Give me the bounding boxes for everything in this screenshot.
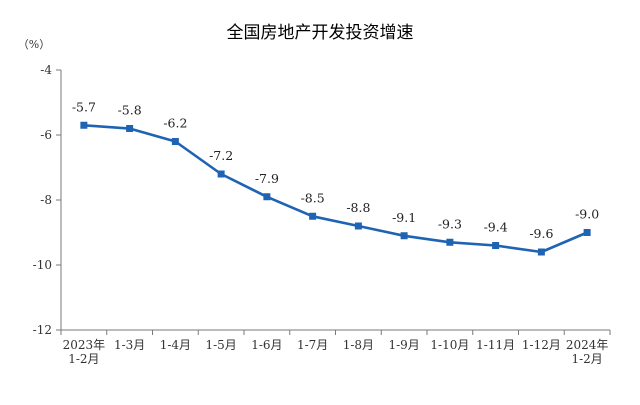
data-label: -5.8 — [118, 103, 142, 118]
y-tick-label: -10 — [33, 258, 52, 272]
data-label: -8.5 — [301, 190, 325, 205]
x-tick-label: 1-11月 — [476, 338, 515, 352]
data-label: -9.4 — [484, 220, 508, 235]
x-tick-label-line: 1-10月 — [430, 338, 469, 352]
series-line-group — [82, 124, 589, 254]
y-axis-unit: （%） — [18, 38, 50, 51]
y-tick-label: -12 — [33, 323, 52, 337]
data-label: -7.2 — [209, 148, 233, 163]
x-tick-label: 1-4月 — [160, 338, 191, 352]
data-label: -9.3 — [438, 216, 462, 231]
x-tick-label-line: 1-5月 — [205, 338, 236, 352]
x-tick-label: 1-9月 — [388, 338, 419, 352]
data-point — [583, 229, 591, 236]
x-tick-label-line: 1-3月 — [114, 338, 145, 352]
x-tick-label: 1-10月 — [430, 338, 469, 352]
data-label: -8.8 — [346, 200, 370, 215]
data-point — [126, 125, 134, 132]
data-label: -9.1 — [392, 210, 416, 225]
y-tick-label: -8 — [40, 193, 52, 207]
data-point — [309, 212, 317, 220]
data-point — [400, 232, 408, 240]
y-tick-label: -4 — [40, 63, 52, 77]
data-point — [537, 248, 545, 256]
data-label: -5.7 — [72, 99, 96, 114]
series-line — [82, 124, 589, 254]
x-tick-label: 1-3月 — [114, 338, 145, 352]
data-point — [446, 238, 454, 246]
data-point — [263, 193, 271, 201]
x-tick-label-line: 1-4月 — [160, 338, 191, 352]
x-tick-label-line: 1-2月 — [571, 352, 602, 366]
x-tick-label: 1-8月 — [343, 338, 374, 352]
x-tick-label: 1-12月 — [522, 338, 561, 352]
data-label: -9.6 — [529, 226, 553, 241]
x-tick-label-line: 2023年 — [63, 338, 106, 352]
data-point — [217, 170, 225, 178]
data-labels: -5.7 -5.8 -6.2 -7.2 -7.9 -8.5 -8.8 -9.1 -9.3 -9.4… — [72, 99, 599, 241]
x-tick-label: 1-5月 — [205, 338, 236, 352]
x-tick-label: 1-6月 — [251, 338, 282, 352]
x-tick-label-line: 1-6月 — [251, 338, 282, 352]
data-point — [492, 242, 500, 249]
x-tick-label: 1-7月 — [297, 338, 328, 352]
x-tick-label-line: 1-12月 — [522, 338, 561, 352]
x-tick-label-line: 1-8月 — [343, 338, 374, 352]
data-point — [171, 138, 179, 145]
x-tick-label-line: 1-7月 — [297, 338, 328, 352]
data-points — [80, 121, 591, 256]
chart-title: 全国房地产开发投资增速 — [227, 23, 414, 43]
x-tick-label-line: 1-9月 — [388, 338, 419, 352]
x-tick-label-line: 2024年 — [566, 338, 609, 352]
x-tick-label-line: 1-11月 — [476, 338, 515, 352]
data-label: -7.9 — [255, 171, 279, 186]
data-label: -6.2 — [163, 116, 187, 131]
y-tick-label: -6 — [40, 128, 52, 142]
data-point — [80, 121, 88, 129]
data-label: -9.0 — [575, 207, 599, 222]
x-tick-label: 2023年 1-2月 — [63, 338, 106, 366]
x-tick-label-line: 1-2月 — [68, 352, 99, 366]
x-tick-label: 2024年 1-2月 — [566, 338, 609, 366]
data-point — [354, 222, 362, 230]
